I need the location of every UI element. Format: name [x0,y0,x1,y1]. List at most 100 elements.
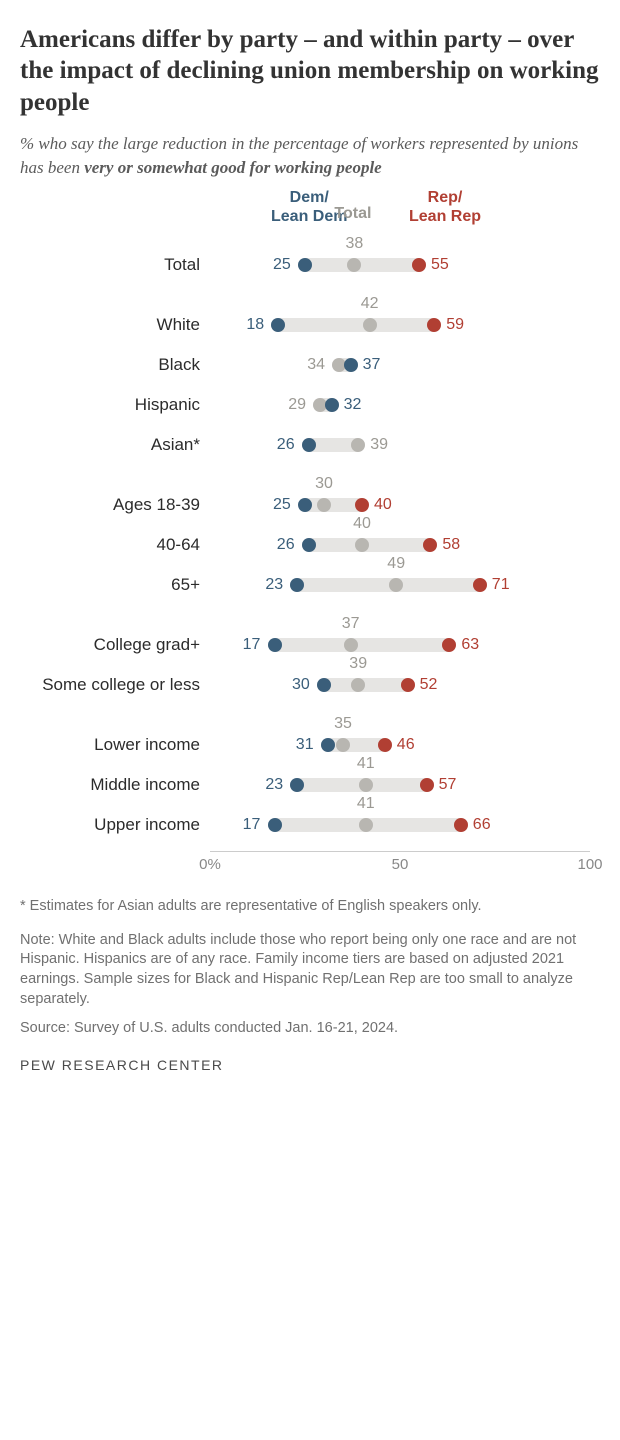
row-track [275,638,450,652]
row-track [305,258,419,272]
value-dem: 17 [243,636,261,654]
value-total: 37 [342,615,360,633]
axis-tick: 100 [577,856,602,873]
value-dem: 23 [265,776,283,794]
legend-rep: Rep/Lean Rep [409,189,481,226]
dot-rep [355,498,369,512]
row-track [309,538,431,552]
value-rep: 52 [420,676,438,694]
chart-area: Dem/Lean DemTotalRep/Lean RepTotal382555… [20,189,600,883]
group-spacer [210,465,580,485]
chart-row: Middle income412357 [210,765,580,805]
chart-row: 65+492371 [210,565,580,605]
value-total: 40 [353,515,371,533]
row-label: College grad+ [20,635,200,655]
value-rep: 46 [397,736,415,754]
row-label: Asian* [20,435,200,455]
dot-rep [473,578,487,592]
value-total: 39 [370,436,388,454]
row-track [278,318,434,332]
attribution: PEW RESEARCH CENTER [20,1057,600,1073]
chart-row: Upper income411766 [210,805,580,845]
dot-dem [321,738,335,752]
dot-total [347,258,361,272]
dot-total [351,678,365,692]
source-line: Source: Survey of U.S. adults conducted … [20,1019,600,1039]
value-dem: 26 [277,436,295,454]
value-dem: 32 [344,396,362,414]
dot-rep [454,818,468,832]
value-total: 35 [334,715,352,733]
value-total: 41 [357,795,375,813]
chart-subtitle: % who say the large reduction in the per… [20,132,600,180]
dot-dem [317,678,331,692]
value-dem: 37 [363,356,381,374]
axis-tick: 0% [199,856,221,873]
value-dem: 25 [273,256,291,274]
dot-dem [290,578,304,592]
value-total: 30 [315,475,333,493]
value-rep: 63 [461,636,479,654]
dot-total [317,498,331,512]
dot-rep [427,318,441,332]
dot-dem [325,398,339,412]
dot-total [336,738,350,752]
dot-rep [423,538,437,552]
value-total: 34 [307,356,325,374]
chart-row: Total382555 [210,245,580,285]
value-total: 42 [361,295,379,313]
dot-dem [302,538,316,552]
dot-dem [298,498,312,512]
value-dem: 18 [246,316,264,334]
axis-tick: 50 [392,856,409,873]
dot-dem [268,818,282,832]
row-label: Total [20,255,200,275]
dot-total [389,578,403,592]
chart-row: Asian*3926 [210,425,580,465]
dot-total [355,538,369,552]
subtitle-emphasis: very or somewhat good for working people [84,158,382,177]
value-rep: 59 [446,316,464,334]
row-label: 40-64 [20,535,200,555]
value-rep: 58 [442,536,460,554]
dot-total [344,638,358,652]
footnote-asterisk: * Estimates for Asian adults are represe… [20,897,600,917]
value-dem: 31 [296,736,314,754]
footnote-note: Note: White and Black adults include tho… [20,931,600,1009]
chart-row: Ages 18-39302540 [210,485,580,525]
row-label: Some college or less [20,675,200,695]
legend-total: Total [334,205,371,223]
row-label: White [20,315,200,335]
x-axis: 0%50100 [210,851,590,883]
value-dem: 23 [265,576,283,594]
dot-total [363,318,377,332]
value-total: 49 [387,555,405,573]
dot-rep [401,678,415,692]
chart-row: College grad+371763 [210,625,580,665]
dot-total [359,818,373,832]
row-label: Lower income [20,735,200,755]
dot-rep [412,258,426,272]
row-label: Hispanic [20,395,200,415]
dot-rep [378,738,392,752]
value-rep: 66 [473,816,491,834]
dot-total [351,438,365,452]
chart-row: Some college or less393052 [210,665,580,705]
chart-legend: Dem/Lean DemTotalRep/Lean Rep [210,189,580,245]
dot-rep [420,778,434,792]
group-spacer [210,705,580,725]
value-dem: 30 [292,676,310,694]
value-dem: 25 [273,496,291,514]
chart-title: Americans differ by party – and within p… [20,24,600,118]
group-spacer [210,285,580,305]
dot-dem [290,778,304,792]
row-label: Black [20,355,200,375]
chart-row: White421859 [210,305,580,345]
value-rep: 40 [374,496,392,514]
value-dem: 26 [277,536,295,554]
dot-dem [271,318,285,332]
row-label: Ages 18-39 [20,495,200,515]
value-total: 39 [349,655,367,673]
row-track [324,678,408,692]
chart-row: Black3437 [210,345,580,385]
